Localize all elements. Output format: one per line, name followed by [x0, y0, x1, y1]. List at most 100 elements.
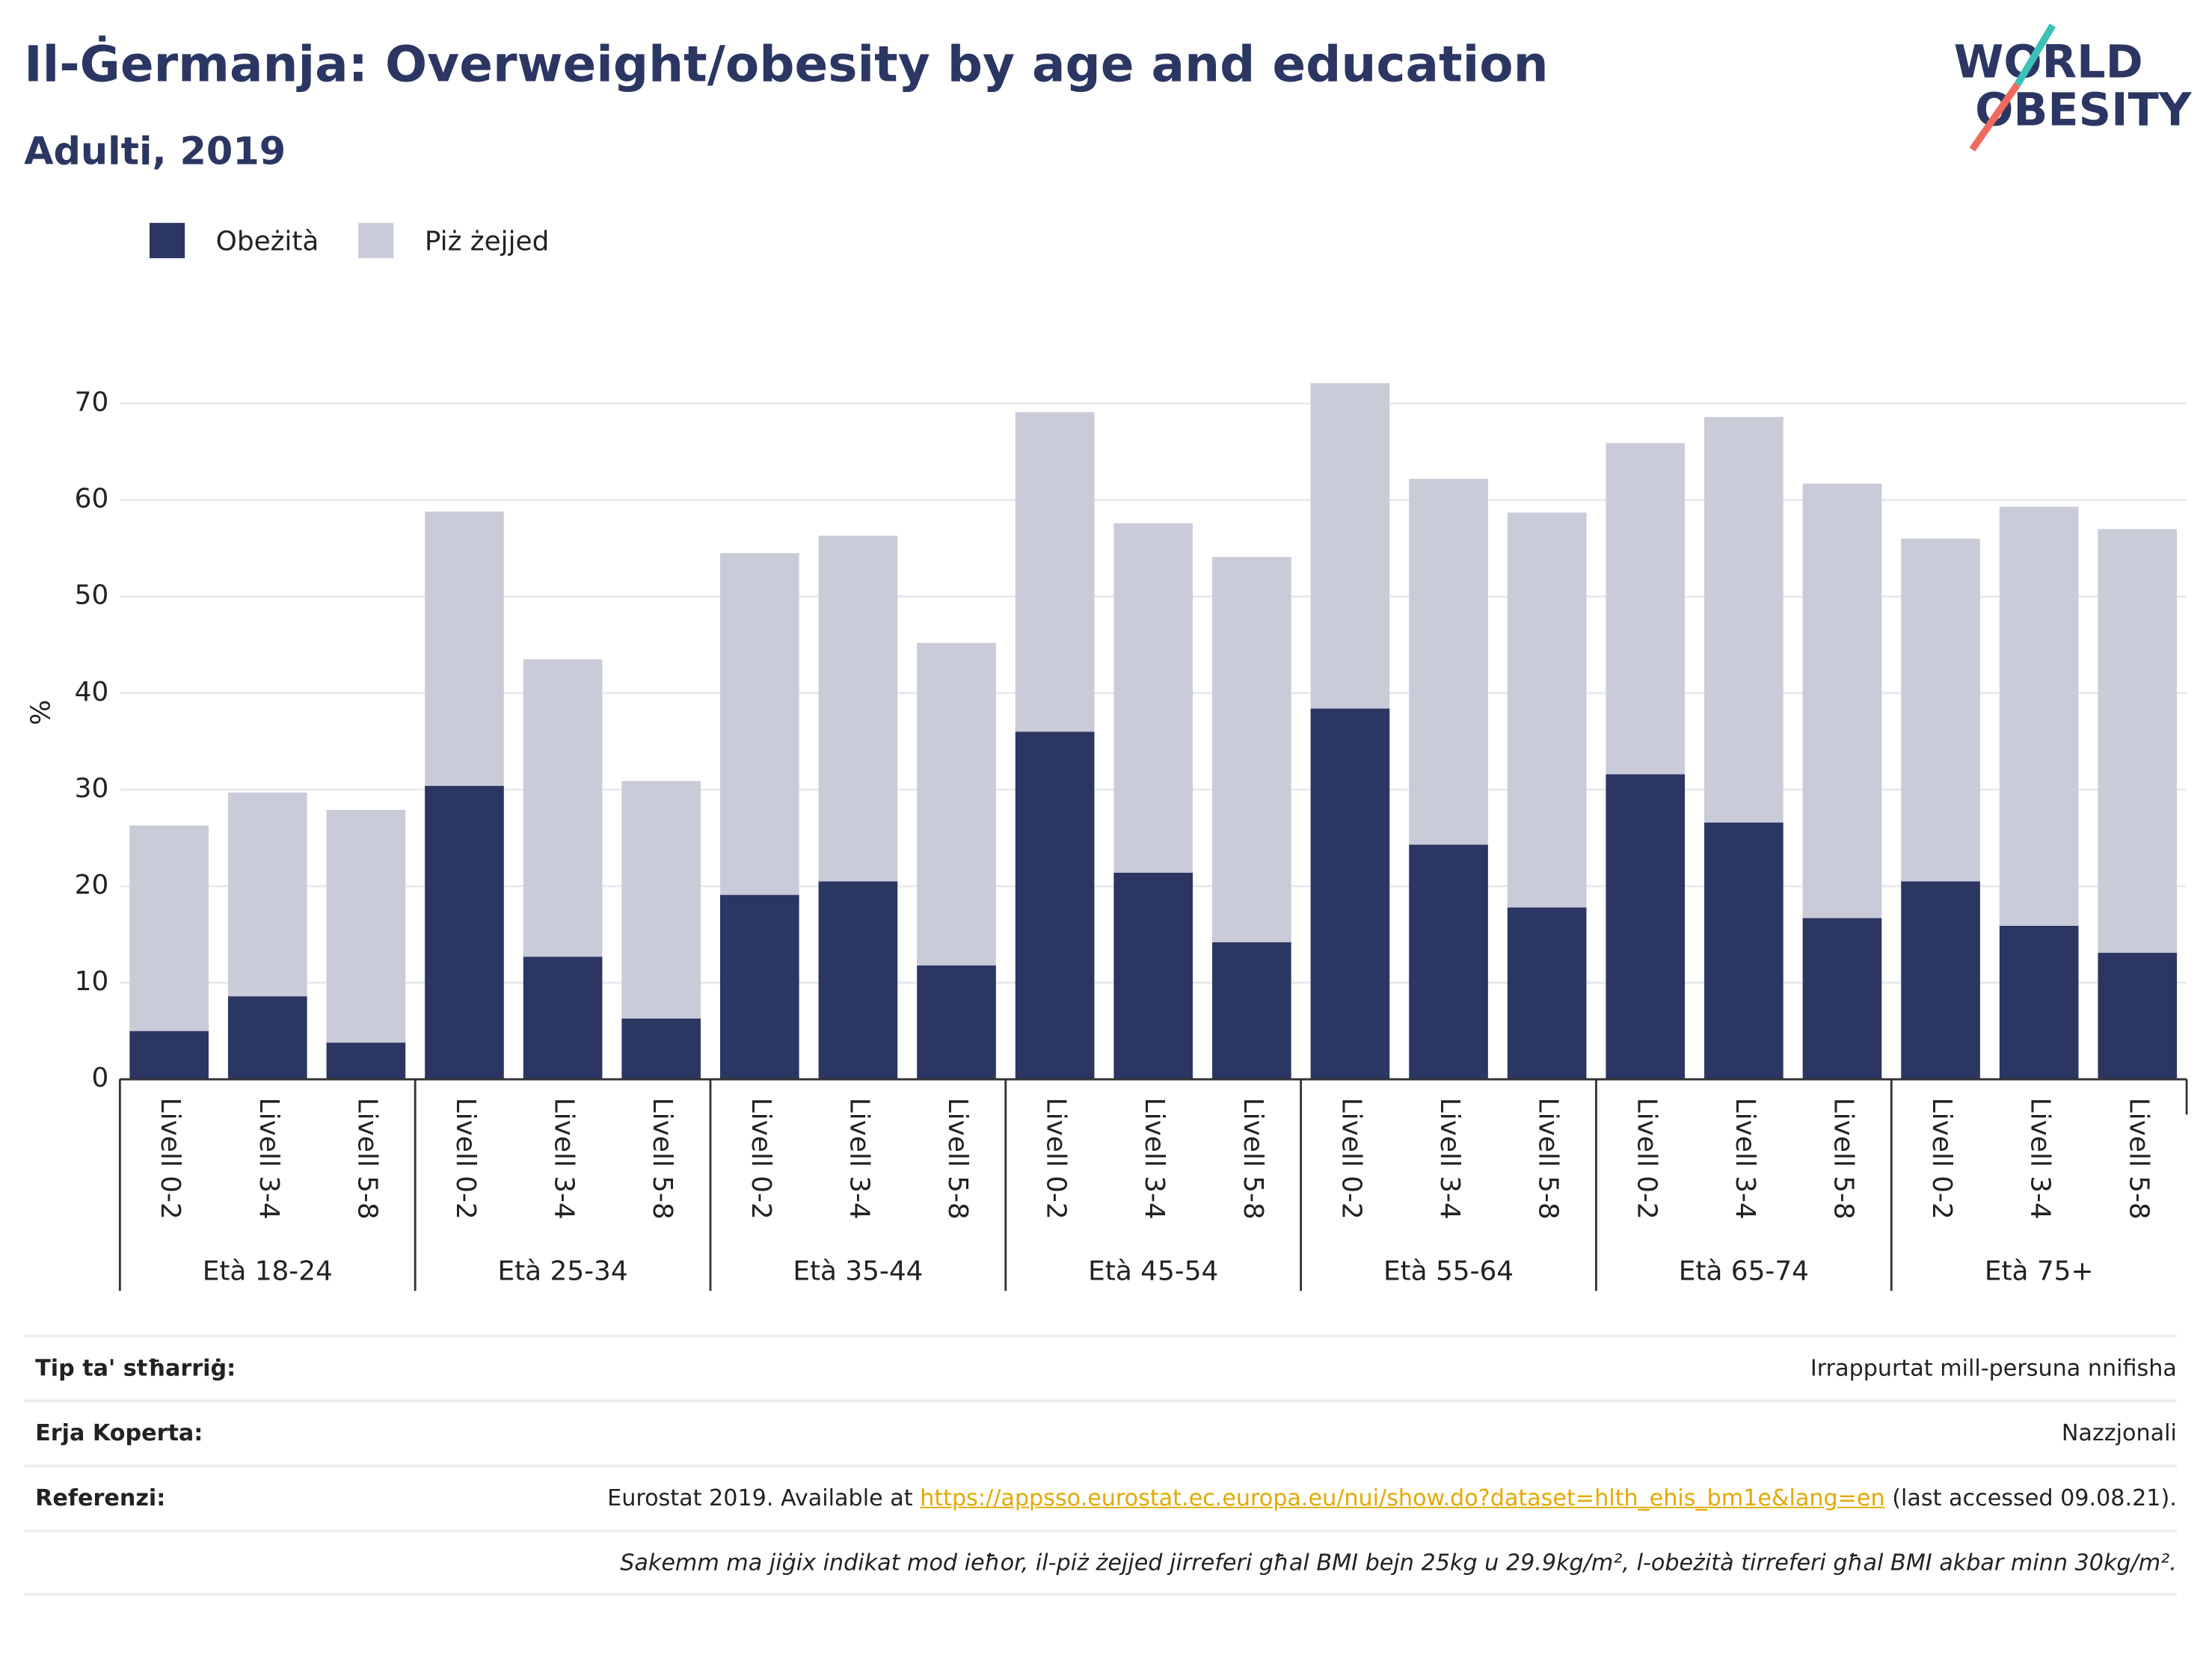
y-tick-label: 60	[75, 484, 109, 515]
x-tick-label: Livell 3-4	[254, 1098, 284, 1220]
chart-title: Il-Ġermanja: Overweight/obesity by age a…	[24, 36, 1549, 93]
x-tick-label: Livell 0-2	[1041, 1098, 1072, 1220]
bar-segment	[818, 881, 898, 1080]
x-tick-label: Livell 0-2	[1631, 1098, 1662, 1220]
group-label: Età 45-54	[1088, 1256, 1218, 1287]
bar-segment	[1507, 512, 1587, 908]
footer-row: Tip ta' stħarriġ: Irrappurtat mill-persun…	[24, 1334, 2177, 1400]
y-axis-label: %	[26, 700, 57, 725]
footer: Tip ta' stħarriġ: Irrappurtat mill-persun…	[24, 1334, 2177, 1596]
row-value: Eurostat 2019. Available at https://apps…	[607, 1484, 2177, 1513]
bar-segment	[1901, 881, 1980, 1080]
bar-segment	[1704, 822, 1784, 1080]
bar-segment	[1704, 417, 1784, 823]
y-tick-label: 50	[75, 580, 109, 611]
bar-segment	[1802, 483, 1882, 918]
group-label: Età 18-24	[203, 1256, 333, 1287]
logo-slash	[1969, 82, 2021, 152]
footnote: Sakemm ma jiġix indikat mod ieħor, il-pi…	[24, 1529, 2177, 1596]
bar-segment	[621, 781, 701, 1019]
x-tick-label: Livell 0-2	[450, 1098, 481, 1220]
bar-segment	[2098, 529, 2178, 954]
x-tick-label: Livell 0-2	[155, 1098, 185, 1220]
bar-segment	[1113, 523, 1193, 873]
reference-link[interactable]: https://appsso.eurostat.ec.europa.eu/nui…	[920, 1484, 1885, 1511]
legend-label: Obeżità	[216, 226, 319, 257]
x-tick-label: Livell 3-4	[549, 1098, 580, 1220]
group-label: Età 25-34	[498, 1256, 628, 1287]
x-tick-label: Livell 5-8	[1828, 1098, 1858, 1220]
bar-segment	[1409, 479, 1488, 845]
bar-segment	[1802, 918, 1882, 1080]
bar-segment	[1901, 538, 1980, 882]
legend-swatch	[149, 223, 185, 259]
bar-segment	[719, 894, 799, 1080]
reference-text: Eurostat 2019. Available at	[607, 1484, 913, 1511]
bar-segment	[917, 965, 996, 1080]
x-tick-label: Livell 0-2	[1926, 1098, 1957, 1220]
group-label: Età 65-74	[1679, 1256, 1809, 1287]
bar-segment	[1310, 383, 1390, 709]
bar-segment	[1409, 844, 1488, 1080]
y-tick-label: 0	[91, 1063, 108, 1093]
bar-segment	[227, 792, 307, 997]
bar-segment	[1015, 412, 1095, 732]
row-value: Nazzjonali	[2061, 1419, 2177, 1446]
chart-subtitle: Adulti, 2019	[24, 130, 286, 174]
bar-segment	[1113, 872, 1193, 1080]
bar-segment	[917, 642, 996, 965]
x-tick-label: Livell 0-2	[746, 1098, 776, 1220]
row-label: Referenzi:	[35, 1484, 166, 1511]
x-tick-label: Livell 5-8	[2123, 1098, 2154, 1220]
chart: Il-Ġermanja: Overweight/obesity by age a…	[24, 23, 2193, 1292]
y-tick-label: 20	[75, 870, 109, 900]
y-tick-label: 10	[75, 966, 109, 997]
x-tick-label: Livell 5-8	[1533, 1098, 1564, 1220]
bar-segment	[1211, 556, 1291, 942]
bar-segment	[1507, 907, 1587, 1080]
footer-row: Erja Koperta: Nazzjonali	[24, 1399, 2177, 1464]
bar-segment	[227, 996, 307, 1080]
logo-slash	[2014, 23, 2056, 87]
x-tick-label: Livell 5-8	[351, 1098, 382, 1220]
bar-segment	[326, 1043, 406, 1080]
bar-segment	[2098, 953, 2178, 1080]
legend-swatch	[358, 223, 394, 259]
bar-segment	[1310, 708, 1390, 1080]
bar-segment	[523, 659, 603, 957]
row-value: Irrappurtat mill-persuna nnifisha	[1810, 1354, 2177, 1381]
logo-text: WORLD	[1954, 36, 2143, 88]
y-tick-label: 30	[75, 773, 109, 804]
x-tick-label: Livell 0-2	[1336, 1098, 1366, 1220]
bar-segment	[425, 512, 504, 786]
bar-segment	[1015, 731, 1095, 1080]
bar-segment	[523, 957, 603, 1080]
logo-text: OBESITY	[1975, 85, 2193, 137]
x-tick-label: Livell 5-8	[647, 1098, 678, 1220]
x-tick-label: Livell 3-4	[1434, 1098, 1465, 1220]
bar-segment	[1999, 925, 2079, 1080]
bar-segment	[719, 553, 799, 895]
reference-after: (last accessed 09.08.21).	[1892, 1484, 2177, 1511]
bar-segment	[425, 785, 504, 1080]
x-tick-label: Livell 5-8	[942, 1098, 973, 1220]
x-tick-label: Livell 5-8	[1238, 1098, 1268, 1220]
x-tick-label: Livell 3-4	[1139, 1098, 1170, 1220]
bar-segment	[1606, 443, 1686, 775]
x-tick-label: Livell 3-4	[1730, 1098, 1760, 1220]
bar-segment	[326, 810, 406, 1043]
bar-segment	[621, 1018, 701, 1080]
bar-segment	[818, 535, 898, 882]
bar-segment	[1999, 506, 2079, 926]
bar-segment	[1606, 774, 1686, 1080]
x-tick-label: Livell 3-4	[844, 1098, 874, 1220]
bar-segment	[129, 825, 209, 1031]
group-label: Età 55-64	[1383, 1256, 1514, 1287]
row-label: Tip ta' stħarriġ:	[35, 1354, 236, 1381]
bar-segment	[1211, 942, 1291, 1080]
row-label: Erja Koperta:	[35, 1419, 203, 1446]
x-tick-label: Livell 3-4	[2025, 1098, 2056, 1220]
legend-label: Piż żejjed	[425, 226, 550, 257]
group-label: Età 35-44	[793, 1256, 923, 1287]
